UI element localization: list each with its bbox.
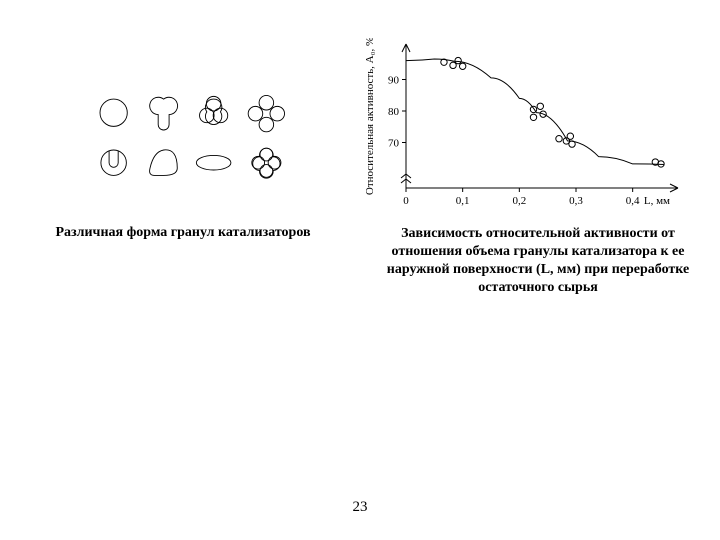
svg-text:0: 0 [403, 195, 409, 207]
svg-text:0,3: 0,3 [569, 195, 583, 207]
svg-text:90: 90 [388, 75, 400, 87]
shape-ellipse [196, 155, 231, 170]
svg-text:70: 70 [388, 138, 400, 150]
shape-trilobe [205, 99, 221, 124]
page-number: 23 [0, 499, 720, 516]
chart: 0 0,1 0,2 0,3 0,4 L, мм 70 80 90 Относительная ак… [360, 38, 690, 208]
shapes-panel [75, 90, 325, 190]
svg-text:80: 80 [388, 106, 400, 118]
right-caption: Зависимость относительной активности от … [378, 225, 698, 297]
svg-text:0,1: 0,1 [456, 195, 470, 207]
svg-text:0,2: 0,2 [512, 195, 526, 207]
left-caption: Различная форма гранул катализаторов [18, 225, 348, 241]
shape-quadlobe [259, 95, 274, 110]
svg-text:0,4: 0,4 [626, 195, 640, 207]
shape-triangle [150, 150, 178, 176]
shape-circle-slit [101, 150, 126, 175]
shape-plus [253, 148, 280, 178]
svg-text:L, мм: L, мм [644, 195, 670, 207]
svg-text:Относительная активность, A₀,: Относительная активность, A₀, % [364, 38, 376, 195]
shape-bilobe [150, 97, 178, 130]
shape-circle [100, 99, 127, 126]
